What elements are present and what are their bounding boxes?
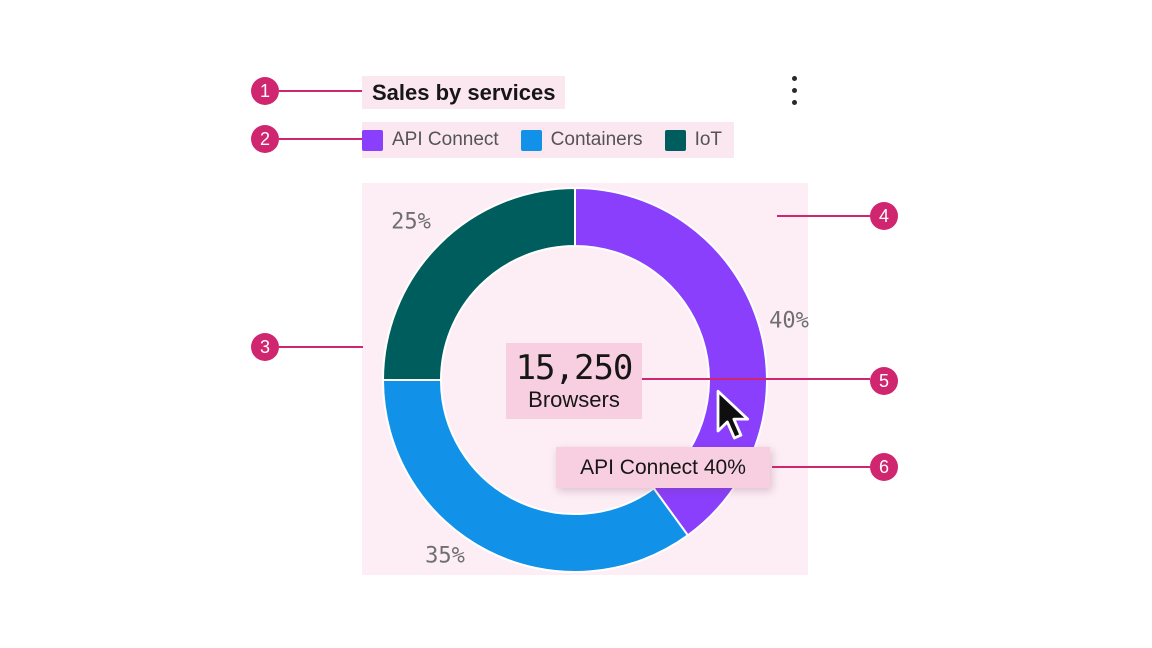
legend-swatch-api-connect (362, 129, 383, 151)
legend-label-api-connect: API Connect (392, 129, 499, 150)
donut-slice-iot[interactable] (381, 186, 576, 381)
annotation-line-1 (279, 90, 362, 92)
annotation-badge-4: 4 (870, 202, 898, 230)
chart-tooltip: API Connect 40% (556, 447, 770, 488)
donut-slice-containers[interactable] (381, 379, 690, 573)
donut-center-sublabel: Browsers (528, 387, 620, 412)
annotation-badge-5: 5 (870, 367, 898, 395)
overflow-menu-icon[interactable] (783, 70, 805, 110)
annotation-line-3 (279, 346, 363, 348)
legend-swatch-containers (520, 129, 542, 151)
kebab-dot (791, 75, 797, 81)
donut-center-value: 15,250 (515, 348, 634, 388)
legend-label-containers: Containers (550, 129, 643, 150)
legend-item-containers[interactable]: Containers (520, 129, 643, 151)
annotation-badge-1: 1 (251, 77, 279, 105)
annotation-badge-6: 6 (870, 453, 898, 481)
legend-swatch-iot (664, 129, 686, 151)
annotation-badge-3: 3 (251, 333, 279, 361)
annotation-line-2 (279, 138, 362, 140)
mouse-cursor-icon (716, 389, 750, 440)
donut-center-label: 15,250 Browsers (506, 343, 642, 419)
annotation-badge-2: 2 (251, 125, 279, 153)
kebab-dot (791, 99, 797, 105)
annotation-line-5 (642, 378, 870, 380)
chart-legend: API Connect Containers IoT (362, 122, 735, 158)
legend-label-iot: IoT (694, 129, 723, 150)
chart-title: Sales by services (362, 76, 566, 109)
legend-item-api-connect[interactable]: API Connect (362, 129, 499, 151)
kebab-dot (791, 87, 797, 93)
slice-value-label-iot: 25% (391, 209, 431, 235)
slice-value-label-containers: 35% (425, 543, 465, 569)
annotation-line-6 (772, 466, 870, 468)
legend-item-iot[interactable]: IoT (664, 129, 723, 151)
slice-value-label-api-connect: 40% (769, 308, 809, 334)
annotation-line-4 (777, 215, 870, 217)
